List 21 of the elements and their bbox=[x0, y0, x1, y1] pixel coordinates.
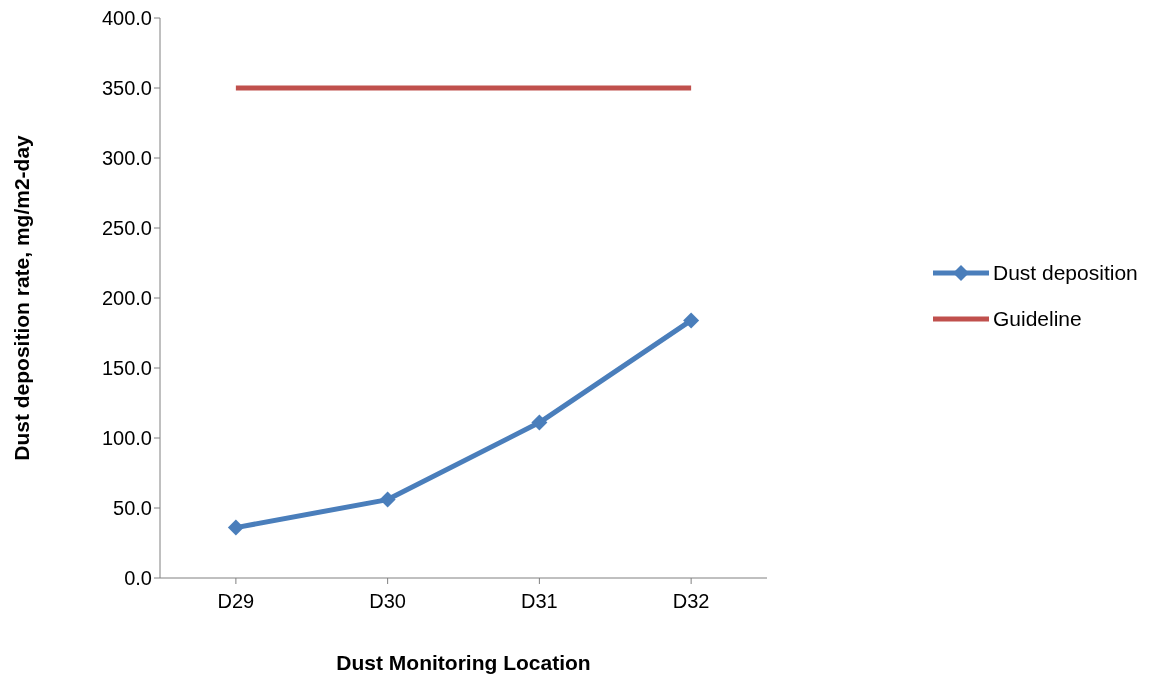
x-tick-label: D31 bbox=[521, 590, 558, 613]
legend-label: Dust deposition bbox=[993, 261, 1138, 285]
legend-label: Guideline bbox=[993, 307, 1082, 331]
y-tick-label: 100.0 bbox=[101, 427, 152, 450]
y-tick-label: 150.0 bbox=[101, 357, 152, 380]
point bbox=[683, 312, 700, 329]
point bbox=[227, 519, 244, 536]
y-tick-label: 300.0 bbox=[101, 147, 152, 170]
point bbox=[531, 414, 548, 431]
y-tick-label: 200.0 bbox=[101, 287, 152, 310]
y-tick-label: 250.0 bbox=[101, 217, 152, 240]
x-tick-label: D29 bbox=[217, 590, 255, 613]
y-tick-label: 400.0 bbox=[101, 7, 152, 30]
y-axis-title: Dust deposition rate, mg/m2-day bbox=[10, 134, 34, 461]
x-tick-label: D30 bbox=[369, 590, 406, 613]
y-tick-label: 50.0 bbox=[113, 497, 152, 520]
x-tick-label: D32 bbox=[672, 590, 710, 613]
y-tick-label: 350.0 bbox=[101, 77, 152, 100]
point bbox=[379, 491, 396, 508]
y-tick-label: 0.0 bbox=[124, 567, 152, 590]
x-axis-title: Dust Monitoring Location bbox=[336, 651, 591, 674]
